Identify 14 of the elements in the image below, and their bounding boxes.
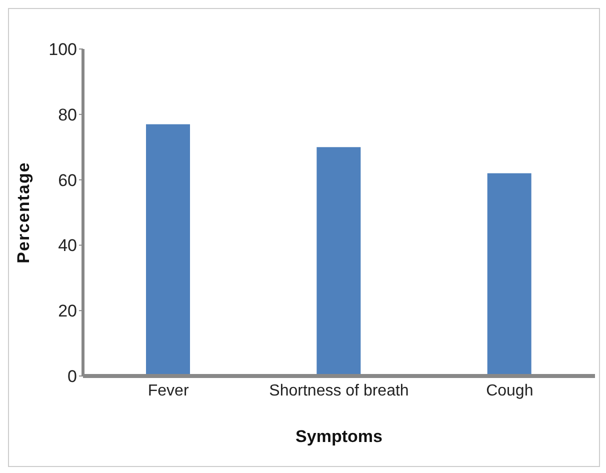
x-tick-label: Fever (148, 382, 190, 400)
bar (487, 173, 532, 376)
y-tick-label: 100 (48, 40, 77, 60)
y-tick-label: 20 (58, 302, 77, 321)
x-axis-title: Symptoms (296, 427, 382, 446)
x-tick-label: Cough (486, 382, 534, 400)
y-tick-label: 40 (58, 236, 77, 256)
x-tick-label: Shortness of breath (269, 382, 409, 400)
y-tick-label: 0 (68, 367, 77, 386)
bar (316, 147, 361, 376)
y-axis-title: Percentage (14, 162, 34, 264)
bar (146, 124, 190, 376)
y-tick-label: 60 (58, 170, 77, 190)
y-tick-label: 80 (58, 105, 77, 124)
